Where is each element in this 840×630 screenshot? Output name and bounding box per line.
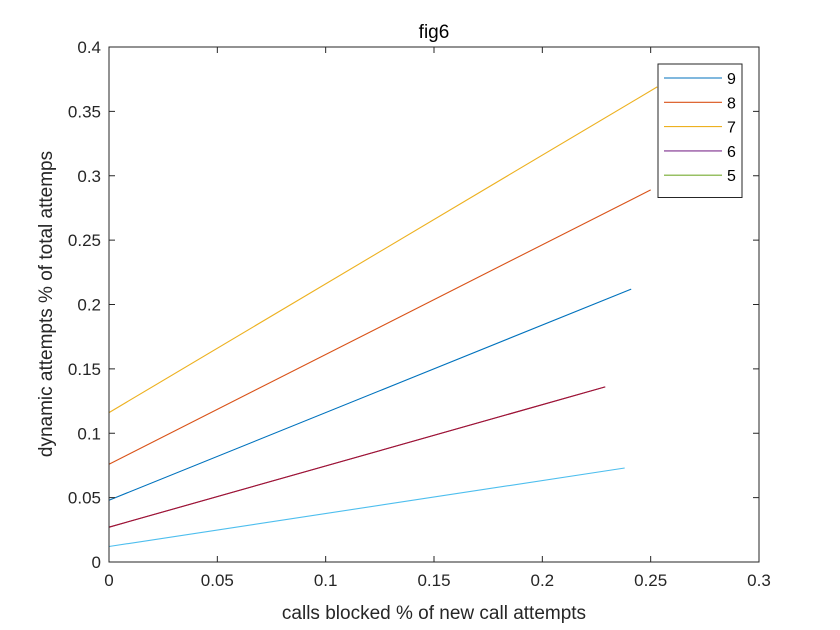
x-tick-label: 0 xyxy=(104,571,113,590)
chart-title: fig6 xyxy=(419,22,450,43)
y-axis-label: dynamic attempts % of total attemps xyxy=(36,151,57,457)
legend-label-6: 6 xyxy=(727,144,736,161)
y-tick-label: 0.3 xyxy=(77,167,101,186)
y-ticks: 0 0.05 0.1 0.15 0.2 0.25 0.3 0.35 0.4 xyxy=(68,38,759,572)
y-tick-label: 0.25 xyxy=(68,231,101,250)
series-line-unlabeled-5 xyxy=(108,386,606,528)
x-tick-label: 0.05 xyxy=(201,571,234,590)
legend-label-7: 7 xyxy=(727,120,736,137)
series-line-8 xyxy=(108,189,651,465)
series-layer xyxy=(108,86,658,548)
x-tick-label: 0.2 xyxy=(531,571,555,590)
plot-area xyxy=(109,47,759,562)
y-tick-label: 0 xyxy=(92,553,101,572)
y-tick-label: 0.4 xyxy=(77,38,101,57)
series-line-7 xyxy=(108,86,658,414)
legend-label-9: 9 xyxy=(727,71,736,88)
y-tick-label: 0.1 xyxy=(77,424,101,443)
x-axis-label: calls blocked % of new call attempts xyxy=(282,603,586,624)
x-tick-label: 0.25 xyxy=(634,571,667,590)
y-tick-label: 0.15 xyxy=(68,360,101,379)
legend-label-8: 8 xyxy=(727,95,736,112)
x-tick-label: 0.15 xyxy=(417,571,450,590)
x-ticks: 0 0.05 0.1 0.15 0.2 0.25 0.3 xyxy=(104,47,771,590)
series-line-unlabeled-6 xyxy=(108,467,625,548)
y-tick-label: 0.35 xyxy=(68,102,101,121)
y-tick-label: 0.05 xyxy=(68,489,101,508)
x-tick-label: 0.1 xyxy=(314,571,338,590)
legend-label-5: 5 xyxy=(727,168,736,185)
x-tick-label: 0.3 xyxy=(747,571,771,590)
legend: 9 8 7 6 5 xyxy=(657,63,743,198)
series-line-9 xyxy=(108,288,632,501)
y-tick-label: 0.2 xyxy=(77,296,101,315)
